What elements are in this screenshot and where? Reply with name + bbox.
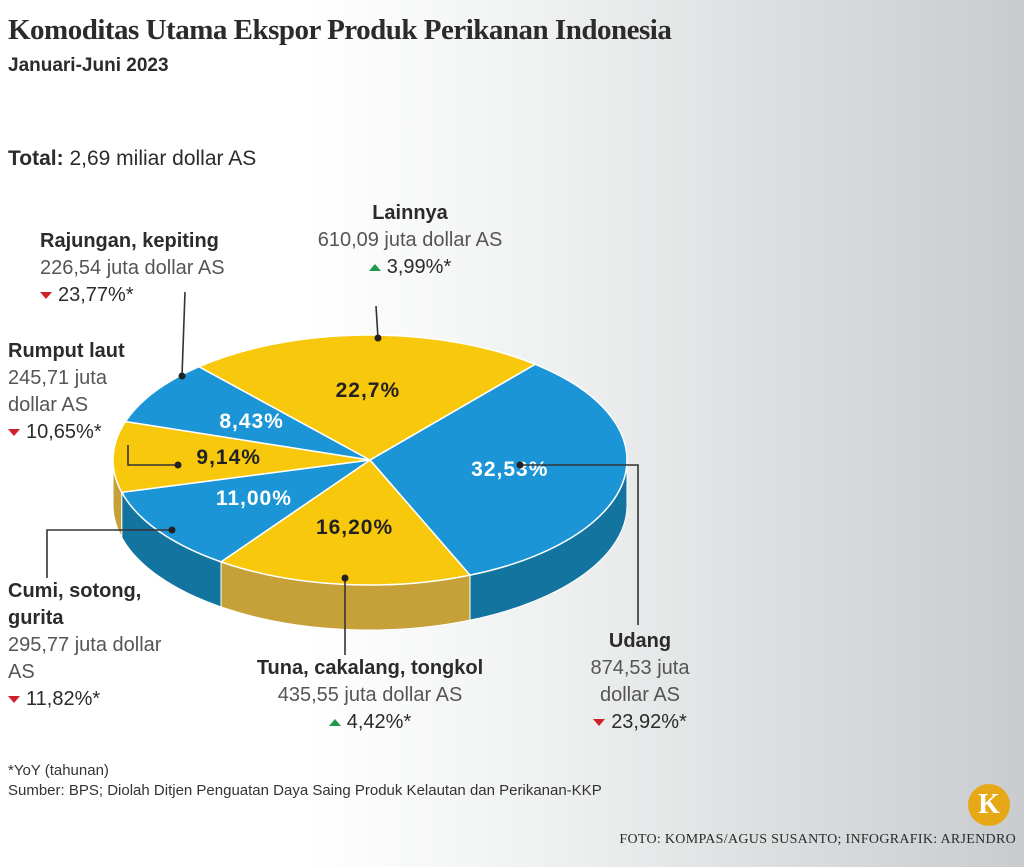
leader-dot <box>341 574 349 582</box>
leader-dot <box>516 461 524 469</box>
category-change: 23,92%* <box>575 709 705 736</box>
change-value: 11,82%* <box>26 688 101 710</box>
change-arrow <box>368 264 381 272</box>
category-label: Lainnya 610,09 juta dollar AS 3,99%* <box>280 200 540 281</box>
category-amount: 226,54 juta dollar AS <box>40 257 225 279</box>
category-change: 4,42%* <box>215 709 525 736</box>
slice-label: 16,20% <box>316 516 393 539</box>
slice <box>197 334 537 461</box>
total-value: 2,69 miliar dollar AS <box>69 147 257 170</box>
change-value: 23,92%* <box>611 711 687 733</box>
slice <box>368 363 628 576</box>
category-amount: 245,71 juta dollar AS <box>8 367 107 416</box>
category-label: Rajungan, kepiting 226,54 juta dollar AS 2… <box>40 228 280 309</box>
category-name: Cumi, sotong, gurita <box>8 580 142 629</box>
slice <box>124 365 371 461</box>
leader-dot <box>374 334 382 342</box>
leader-dot <box>178 372 186 380</box>
change-arrow <box>8 696 20 704</box>
category-name: Rumput laut <box>8 340 125 362</box>
credit: FOTO: KOMPAS/AGUS SUSANTO; INFOGRAFIK: A… <box>619 832 1016 847</box>
slice-label: 32,53% <box>471 458 548 481</box>
leader-line <box>375 305 379 339</box>
leader-dot <box>168 526 176 534</box>
category-amount: 610,09 juta dollar AS <box>317 229 503 251</box>
logo: K <box>968 784 1010 826</box>
leader-line <box>181 291 186 377</box>
category-label: Cumi, sotong, gurita 295,77 juta dollar A… <box>8 578 183 713</box>
leader-line <box>46 529 172 578</box>
slice <box>219 459 472 586</box>
slice-label: 9,14% <box>196 446 261 469</box>
category-amount: 295,77 juta dollar AS <box>8 634 162 683</box>
category-change: 23,77%* <box>40 282 280 309</box>
change-value: 10,65%* <box>26 421 102 443</box>
category-change: 10,65%* <box>8 419 138 446</box>
category-label: Tuna, cakalang, tongkol 435,55 juta dolla… <box>215 655 525 736</box>
category-label: Rumput laut 245,71 juta dollar AS 10,65%* <box>8 338 138 446</box>
category-change: 3,99%* <box>280 254 540 281</box>
change-value: 23,77%* <box>58 284 134 306</box>
category-name: Lainnya <box>372 202 448 224</box>
change-arrow <box>8 429 20 437</box>
change-value: 4,42%* <box>346 711 412 733</box>
category-amount: 874,53 juta dollar AS <box>590 657 690 706</box>
slice <box>112 420 371 494</box>
category-name: Udang <box>608 630 672 652</box>
change-value: 3,99%* <box>386 256 452 278</box>
footnote: *YoY (tahunan) <box>8 762 109 779</box>
category-label: Udang 874,53 juta dollar AS 23,92%* <box>575 628 705 736</box>
change-arrow <box>40 292 52 300</box>
slice-label: 22,7% <box>336 379 401 402</box>
category-change: 11,82%* <box>8 686 183 713</box>
total-label: Total: <box>8 147 64 170</box>
leader-line <box>127 445 178 466</box>
change-arrow <box>328 719 341 727</box>
chart-subtitle: Januari-Juni 2023 <box>8 55 169 76</box>
change-arrow <box>593 719 606 727</box>
category-name: Tuna, cakalang, tongkol <box>256 657 484 679</box>
leader-dot <box>174 461 182 469</box>
category-name: Rajungan, kepiting <box>40 230 219 252</box>
source: Sumber: BPS; Diolah Ditjen Penguatan Day… <box>8 782 602 799</box>
chart-title: Komoditas Utama Ekspor Produk Perikanan … <box>8 14 672 46</box>
slice-label: 11,00% <box>216 487 292 510</box>
slice <box>120 459 371 563</box>
leader-line <box>520 464 639 625</box>
slice-label: 8,43% <box>219 410 284 433</box>
category-amount: 435,55 juta dollar AS <box>277 684 463 706</box>
total: Total: 2,69 miliar dollar AS <box>8 147 256 171</box>
